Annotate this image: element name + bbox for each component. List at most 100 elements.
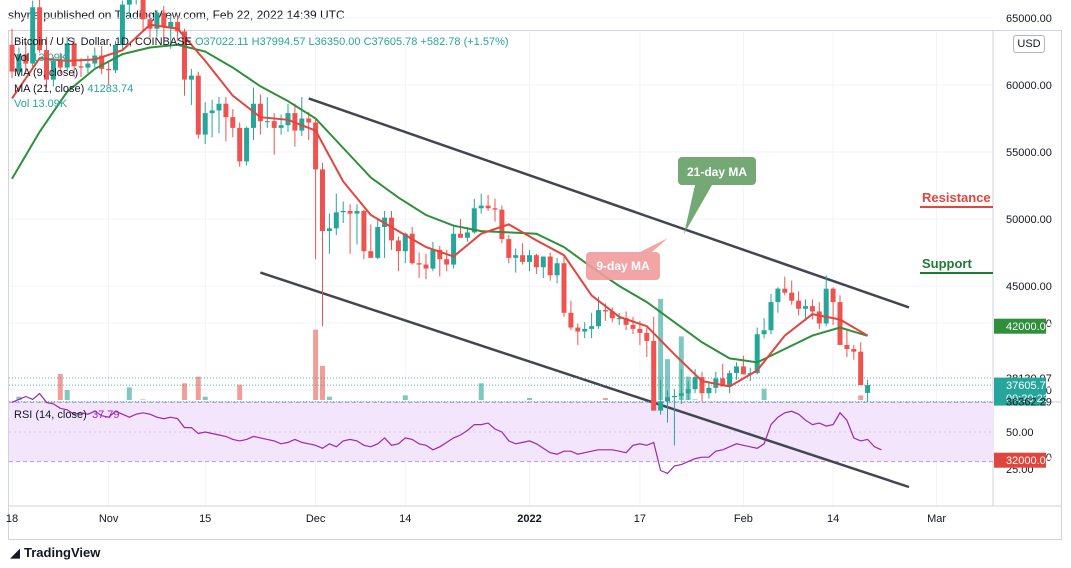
ma9-label: MA (9, close) — [14, 67, 79, 79]
volume-bar — [140, 399, 146, 400]
candle-body — [464, 232, 470, 238]
rsi-line — [11, 392, 882, 475]
volume-bar — [761, 388, 767, 400]
volume-bar — [126, 387, 132, 400]
tradingview-logo[interactable]: ◢ TradingView — [10, 545, 100, 561]
candle-body — [257, 103, 263, 122]
resistance-label: Resistance — [922, 190, 991, 205]
candle-body — [99, 55, 105, 69]
candle-body — [188, 75, 194, 80]
candle-body — [665, 397, 670, 402]
candle-body — [823, 288, 829, 324]
price-badge — [994, 318, 1046, 334]
candle-body — [658, 401, 664, 411]
volume-bar — [478, 383, 484, 400]
price-tick-label: 45000.00 — [1006, 281, 1052, 293]
chart-frame — [8, 30, 1062, 540]
ma21-callout-box — [678, 157, 756, 185]
candle-body — [637, 328, 643, 333]
time-tick-label: 18 — [6, 513, 18, 525]
volume-bar — [665, 359, 670, 400]
candle-body — [402, 233, 408, 252]
candle-body — [630, 324, 636, 329]
price-badge-label: 42000.00 — [1006, 321, 1052, 333]
rsi-tick-label: 50.00 — [1006, 427, 1034, 439]
volume-bar — [527, 398, 532, 400]
price-badge-label: 32000.00 — [1006, 455, 1052, 467]
candle-body — [168, 22, 174, 28]
candle-body — [575, 327, 581, 332]
volume-bar — [202, 396, 208, 400]
candle-body — [533, 255, 539, 268]
candle-body — [78, 66, 84, 68]
rsi-value: 37.79 — [92, 409, 120, 421]
price-chart[interactable]: 21-day MA 9-day MA RSI (14, close) 37.79 65… — [0, 0, 1071, 540]
ma9-line — [11, 23, 869, 388]
candle-body — [609, 311, 615, 319]
volume-bar — [658, 298, 664, 400]
volume-bar — [320, 365, 325, 400]
candle-body — [499, 209, 505, 240]
candle-body — [223, 103, 229, 118]
candle-body — [161, 12, 167, 28]
price-badge-label: 37605.78 — [1006, 380, 1052, 392]
ma9-row: MA (9, close) — [14, 66, 509, 82]
candle-body — [271, 121, 277, 128]
candle-body — [340, 210, 346, 213]
candle-body — [561, 263, 567, 313]
volume-bar — [195, 376, 201, 400]
candle-body — [230, 117, 236, 128]
candle-body — [313, 122, 319, 170]
candle-body — [202, 113, 208, 135]
candle-body — [589, 326, 595, 329]
volume-bar — [237, 384, 243, 400]
candle-body — [119, 4, 125, 45]
volume-bar — [313, 329, 319, 400]
time-tick-label: 14 — [827, 513, 839, 525]
candle-body — [775, 288, 781, 303]
candle-body — [409, 233, 415, 264]
ma21-label: MA (21, close) — [14, 82, 85, 95]
candle-body — [216, 103, 222, 111]
candle-body — [513, 255, 519, 258]
candle-body — [720, 378, 726, 387]
candle-body — [527, 255, 532, 262]
candle-body — [458, 233, 463, 238]
time-tick-label: Nov — [99, 513, 119, 525]
price-tick-label: 65000.00 — [1006, 13, 1052, 25]
time-tick-label: 2022 — [517, 513, 541, 525]
candle-body — [616, 318, 622, 320]
candle-body — [602, 310, 608, 312]
candle-body — [554, 263, 560, 276]
tradingview-mark-icon: ◢ — [10, 545, 20, 560]
ma9-callout-box — [586, 252, 660, 280]
candle-body — [796, 300, 802, 309]
candle-body — [30, 7, 36, 64]
candle-body — [50, 60, 56, 80]
price-tick-label: 50000.00 — [1006, 214, 1052, 226]
candle-body — [858, 351, 864, 386]
candle-body — [347, 210, 353, 214]
brand-name: TradingView — [24, 545, 101, 560]
candle-body — [685, 389, 691, 394]
price-tick-label: 60000.00 — [1006, 80, 1052, 92]
candle-body — [140, 0, 146, 20]
candle-body — [506, 239, 512, 258]
candle-body — [264, 121, 270, 123]
candle-body — [182, 31, 187, 80]
candle-body — [320, 169, 325, 232]
volume-bar — [326, 396, 332, 400]
ma9-callout-pointer — [640, 238, 668, 252]
candle-body — [651, 340, 657, 411]
candle-body — [154, 12, 160, 29]
currency-button[interactable]: USD — [1013, 35, 1045, 53]
candle-body — [678, 393, 684, 396]
vol-value: 13.09K — [32, 51, 68, 64]
candle-body — [416, 263, 422, 265]
ma21-line — [11, 43, 868, 364]
candle-body — [492, 208, 498, 210]
candle-body — [471, 208, 477, 233]
candle-body — [423, 264, 429, 269]
candle-body — [699, 377, 705, 394]
candle-body — [106, 68, 112, 71]
